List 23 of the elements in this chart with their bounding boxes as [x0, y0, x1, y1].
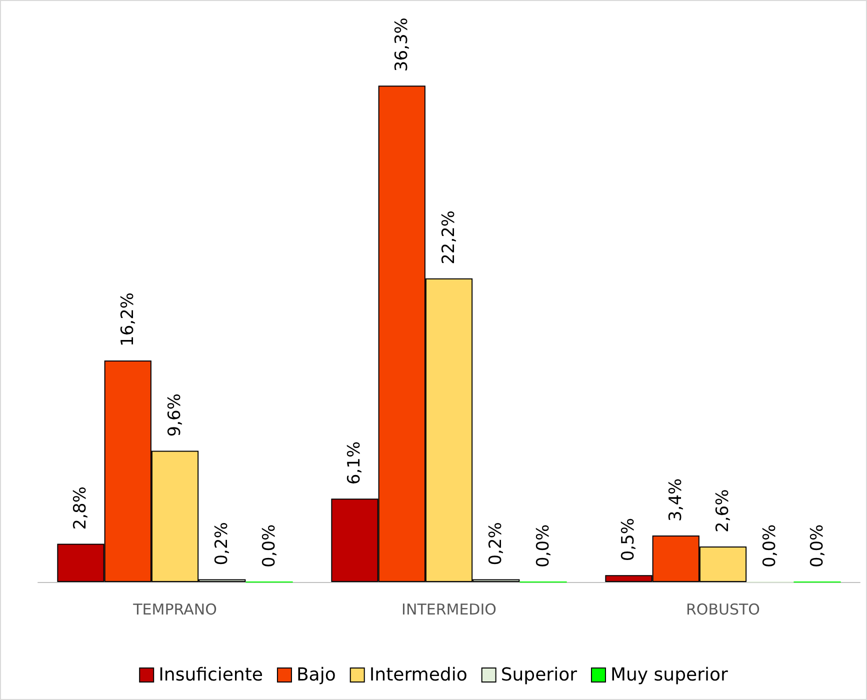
data-label: 0,2% — [212, 522, 232, 566]
data-label: 0,0% — [807, 524, 828, 568]
legend-label: Bajo — [296, 664, 336, 686]
data-label: 9,6% — [165, 394, 185, 437]
data-label: 2,8% — [70, 486, 91, 530]
data-label: 2,6% — [713, 489, 733, 532]
legend-label: Insuficiente — [158, 664, 263, 686]
legend-label: Muy superior — [610, 664, 728, 686]
data-label: 0,5% — [618, 518, 639, 562]
data-label: 22,2% — [439, 210, 459, 264]
legend-label: Intermedio — [369, 664, 468, 686]
data-label: 36,3% — [392, 18, 412, 72]
x-tick-label: TEMPRANO — [132, 600, 217, 618]
data-label: 0,0% — [533, 524, 554, 568]
x-tick-label: INTERMEDIO — [402, 600, 496, 618]
data-label: 0,0% — [760, 524, 780, 568]
data-label: 0,2% — [486, 522, 506, 566]
legend-label: Superior — [500, 664, 578, 686]
data-label: 0,0% — [259, 524, 280, 568]
data-label: 16,2% — [118, 292, 138, 346]
data-label: 3,4% — [666, 478, 686, 522]
data-label: 6,1% — [344, 441, 365, 485]
x-tick-label: ROBUSTO — [686, 600, 760, 618]
